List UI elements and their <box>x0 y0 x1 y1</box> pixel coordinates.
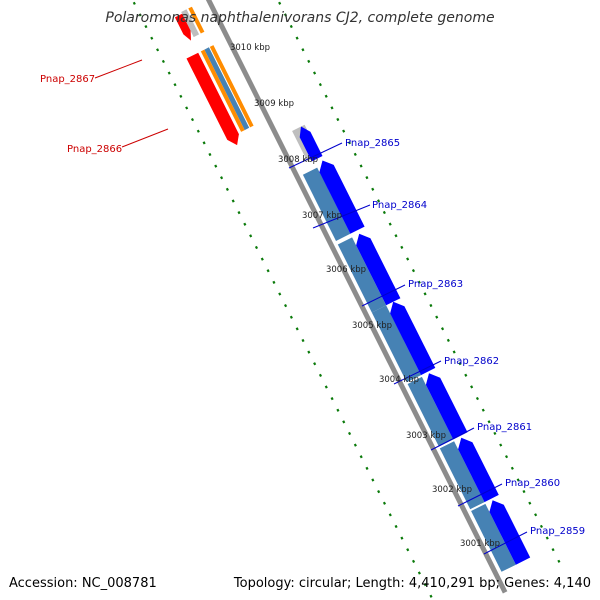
kbp-label: 3001 kbp <box>460 539 500 549</box>
gene-block-2864 <box>302 167 351 241</box>
gene-block-2867 <box>188 6 205 34</box>
label-leader-line <box>393 360 442 385</box>
gene-label: Pnap_2861 <box>477 422 532 433</box>
dotted-guides <box>131 0 562 600</box>
kbp-label: 3003 kbp <box>406 431 446 441</box>
kbp-label: 3008 kbp <box>278 155 318 165</box>
gene-block-2859 <box>471 503 516 572</box>
cds-arrow-2860 <box>458 437 499 503</box>
gene-block-2866-c <box>200 49 245 132</box>
gene-label: Pnap_2860 <box>505 478 560 489</box>
accession-text: Accession: NC_008781 <box>9 576 157 591</box>
label-leader-line <box>312 204 371 229</box>
cds-arrow-2866 <box>186 52 239 146</box>
cds-arrow-2865 <box>299 126 323 162</box>
pseudo-block-2867 <box>181 9 200 38</box>
gene-label: Pnap_2866 <box>67 144 122 155</box>
kbp-label: 3006 kbp <box>326 265 366 275</box>
gene-label: Pnap_2859 <box>530 526 585 537</box>
gene-block-2861 <box>407 376 454 447</box>
gene-label: Pnap_2862 <box>444 356 499 367</box>
cds-arrow-2859 <box>489 500 531 565</box>
cds-arrow-2861 <box>425 373 468 440</box>
kbp-label: 3002 kbp <box>432 485 472 495</box>
cds-arrow-2862 <box>390 301 436 376</box>
cds-arrow-2864 <box>319 160 365 234</box>
label-leader-line <box>94 59 143 79</box>
backbone-ring <box>205 0 508 594</box>
gene-block-2866-b <box>204 47 250 131</box>
gene-features <box>174 6 531 572</box>
label-leader-line <box>121 128 169 148</box>
topology-text: Topology: circular; Length: 4,410,291 bp… <box>233 576 591 591</box>
kbp-label: 3009 kbp <box>254 99 294 109</box>
gene-labels: Pnap_2867 Pnap_2866 Pnap_2865 Pnap_2864 Pnap… <box>40 59 585 555</box>
label-leader-line <box>457 483 503 507</box>
kbp-label: 3010 kbp <box>230 43 270 53</box>
dotted-guide-outer <box>276 0 562 566</box>
kbp-labels: 3010 kbp 3009 kbp 3008 kbp 3007 kbp 3006 kbp… <box>230 43 500 549</box>
gene-label: Pnap_2864 <box>372 200 427 211</box>
label-leader-line <box>288 142 343 169</box>
kbp-label: 3005 kbp <box>352 321 392 331</box>
label-leader-line <box>430 427 475 451</box>
label-leader-line <box>361 284 406 307</box>
kbp-label: 3007 kbp <box>302 211 342 221</box>
cds-arrow-2867 <box>174 13 191 41</box>
map-title: Polaromonas naphthalenivorans CJ2, compl… <box>105 10 494 26</box>
gene-block-2863 <box>337 237 387 313</box>
kbp-label: 3004 kbp <box>379 375 419 385</box>
gene-label: Pnap_2865 <box>345 138 400 149</box>
backbone-line <box>205 0 508 594</box>
gene-block-2866-a <box>209 45 254 128</box>
gene-label: Pnap_2863 <box>408 279 463 290</box>
label-leader-line <box>483 531 528 555</box>
dotted-guide-inner <box>131 0 435 600</box>
gene-label: Pnap_2867 <box>40 74 95 85</box>
gene-block-2862 <box>371 305 421 383</box>
cds-arrow-2863 <box>356 233 401 306</box>
gene-block-2860 <box>439 441 485 510</box>
